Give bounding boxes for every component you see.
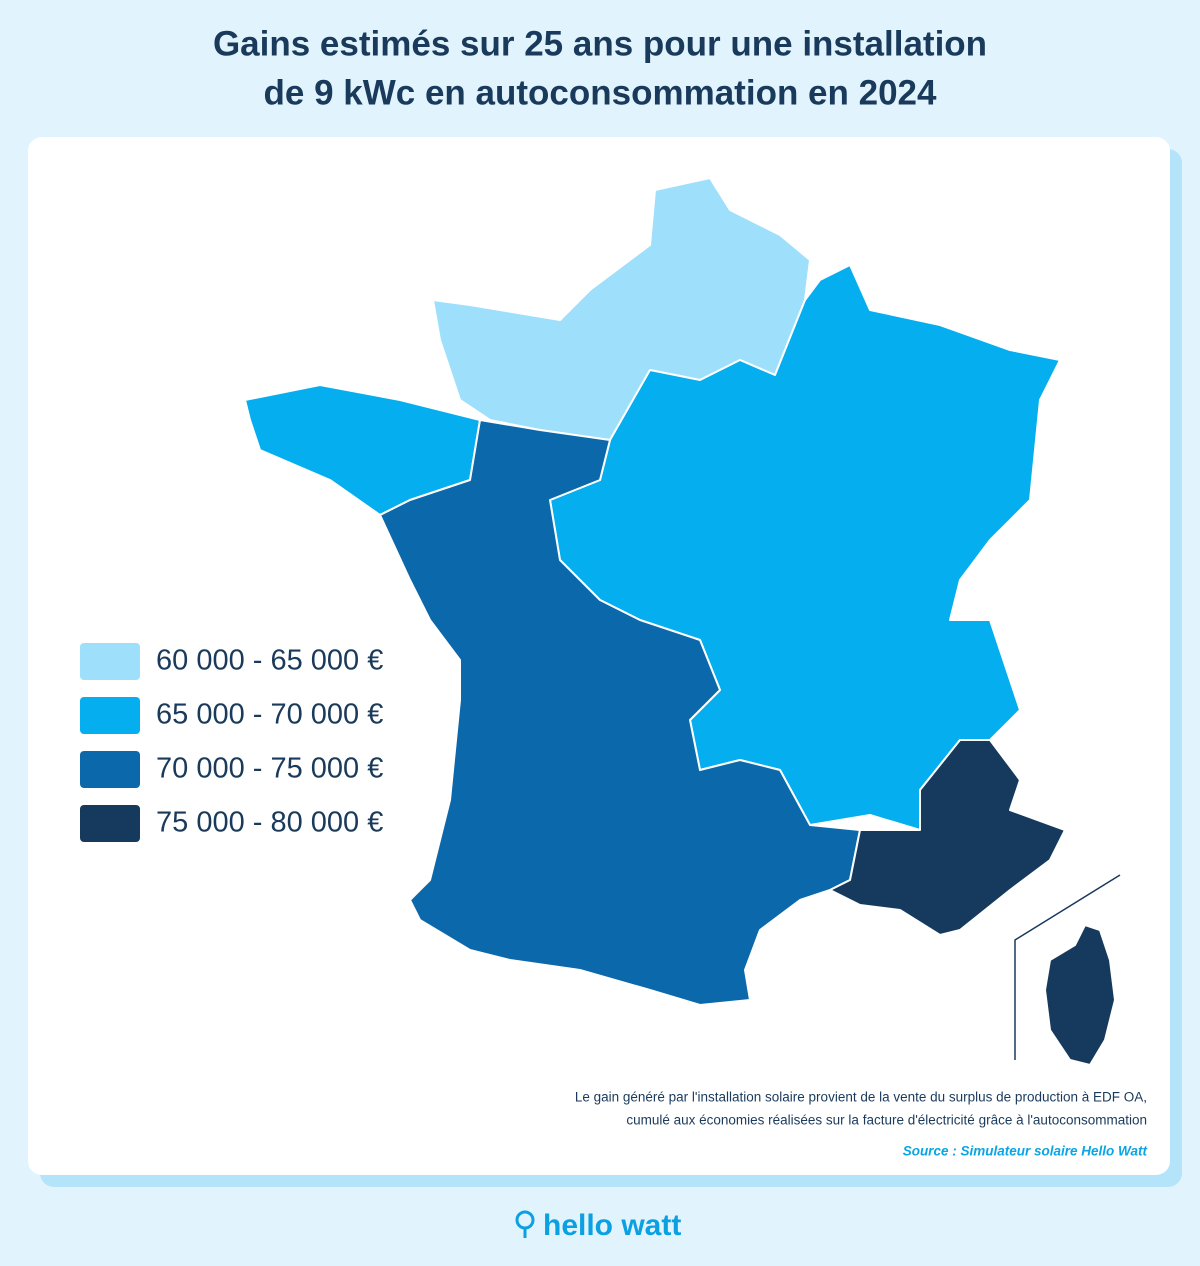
logo-icon — [515, 1210, 535, 1230]
region-south-east — [829, 739, 1066, 936]
legend: 60 000 - 65 000 € 65 000 - 70 000 € 70 000… — [80, 643, 383, 842]
note-line: cumulé aux économies réalisées sur la fa… — [626, 1113, 1147, 1128]
legend-label: 60 000 - 65 000 € — [156, 645, 383, 677]
note-line: Le gain généré par l'installation solair… — [575, 1090, 1147, 1105]
legend-swatch — [80, 751, 140, 788]
legend-swatch — [80, 643, 140, 680]
legend-label: 65 000 - 70 000 € — [156, 699, 383, 731]
logo: hello watt — [515, 1209, 681, 1242]
legend-swatch — [80, 697, 140, 734]
title-line: de 9 kWc en autoconsommation en 2024 — [264, 73, 937, 112]
region-west-south — [379, 419, 861, 1006]
legend-swatch — [80, 805, 140, 842]
region-corsica — [1044, 924, 1116, 1066]
map — [244, 177, 1121, 1066]
inset-frame — [1014, 874, 1121, 1060]
legend-label: 70 000 - 75 000 € — [156, 753, 383, 785]
legend-label: 75 000 - 80 000 € — [156, 807, 383, 839]
title-line: Gains estimés sur 25 ans pour une instal… — [213, 24, 987, 63]
source: Source : Simulateur solaire Hello Watt — [903, 1144, 1148, 1159]
logo-text: hello watt — [543, 1209, 681, 1242]
